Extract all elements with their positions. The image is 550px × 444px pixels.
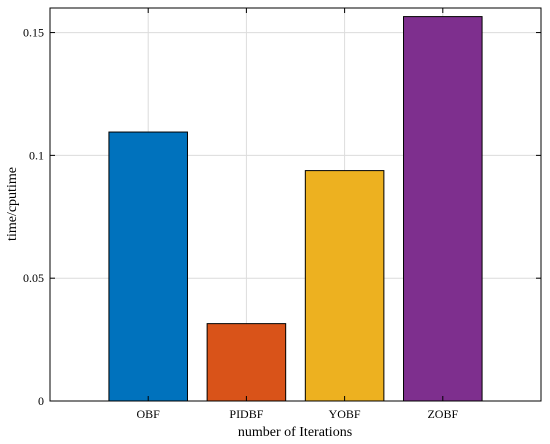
y-axis-ticks: 0 0.05 0.1 0.15 xyxy=(23,26,541,408)
x-tick-label: ZOBF xyxy=(427,407,458,421)
x-axis-label: number of Iterations xyxy=(238,425,352,440)
y-tick-label: 0.1 xyxy=(29,148,44,162)
bar-yobf xyxy=(304,170,385,402)
y-axis-label: time/cputime xyxy=(5,167,20,241)
plot-frame xyxy=(49,7,542,402)
x-tick-label: YOBF xyxy=(329,407,361,421)
bar-zobf xyxy=(403,16,483,402)
x-tick-label: PIDBF xyxy=(229,407,263,421)
y-tick-label: 0.15 xyxy=(23,26,44,40)
y-tick-label: 0.05 xyxy=(23,271,44,285)
bar-pidbf xyxy=(206,323,287,402)
y-tick-label: 0 xyxy=(38,394,44,408)
x-tick-label: OBF xyxy=(137,407,161,421)
bars xyxy=(108,16,483,402)
bar-obf xyxy=(108,131,188,402)
x-axis-ticks: OBF PIDBF YOBF ZOBF xyxy=(137,8,458,421)
